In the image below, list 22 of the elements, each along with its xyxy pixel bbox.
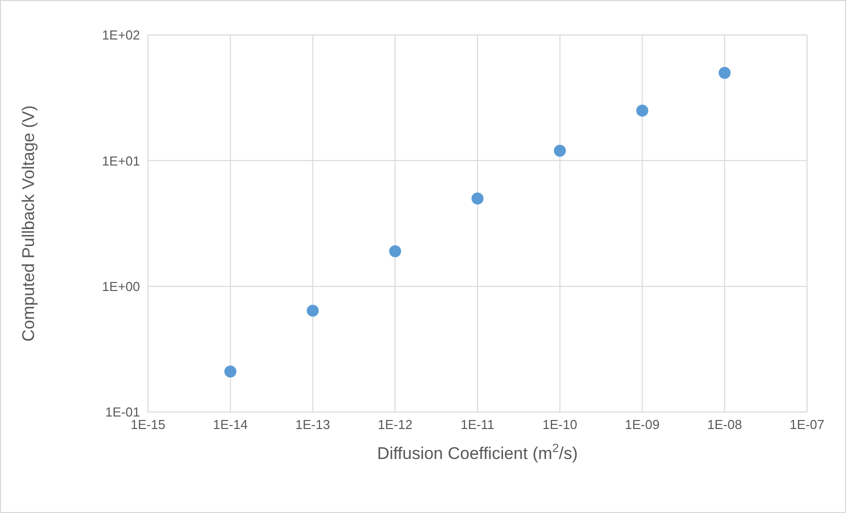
x-tick-label: 1E-07	[790, 417, 824, 432]
y-tick-label: 1E+02	[102, 28, 140, 43]
x-tick-label: 1E-15	[130, 417, 166, 432]
point	[224, 366, 236, 378]
point	[636, 104, 648, 117]
point	[718, 66, 731, 79]
y-tick-label: 1E-01	[105, 404, 140, 420]
point	[389, 245, 402, 258]
x-axis-title: Diffusion Coefficient (m$^{2}$/s)	[377, 441, 578, 463]
x-tick-label: 1E-09	[624, 417, 660, 432]
point	[554, 144, 566, 157]
x-tick-label: 1E-14	[213, 417, 248, 432]
x-tick-label: 1E-08	[707, 417, 742, 432]
x-tick-label: 1E-12	[378, 417, 412, 432]
y-axis-title: Computed Pullback Voltage (V)	[19, 105, 38, 342]
point	[306, 304, 319, 317]
y-tick-label: 1E+01	[102, 153, 140, 168]
y-tick-label: 1E+00	[102, 278, 140, 294]
x-tick-label: 1E-11	[460, 417, 494, 432]
x-tick-label: 1E-10	[542, 417, 578, 432]
point	[472, 192, 484, 204]
x-tick-label: 1E-13	[295, 417, 330, 432]
